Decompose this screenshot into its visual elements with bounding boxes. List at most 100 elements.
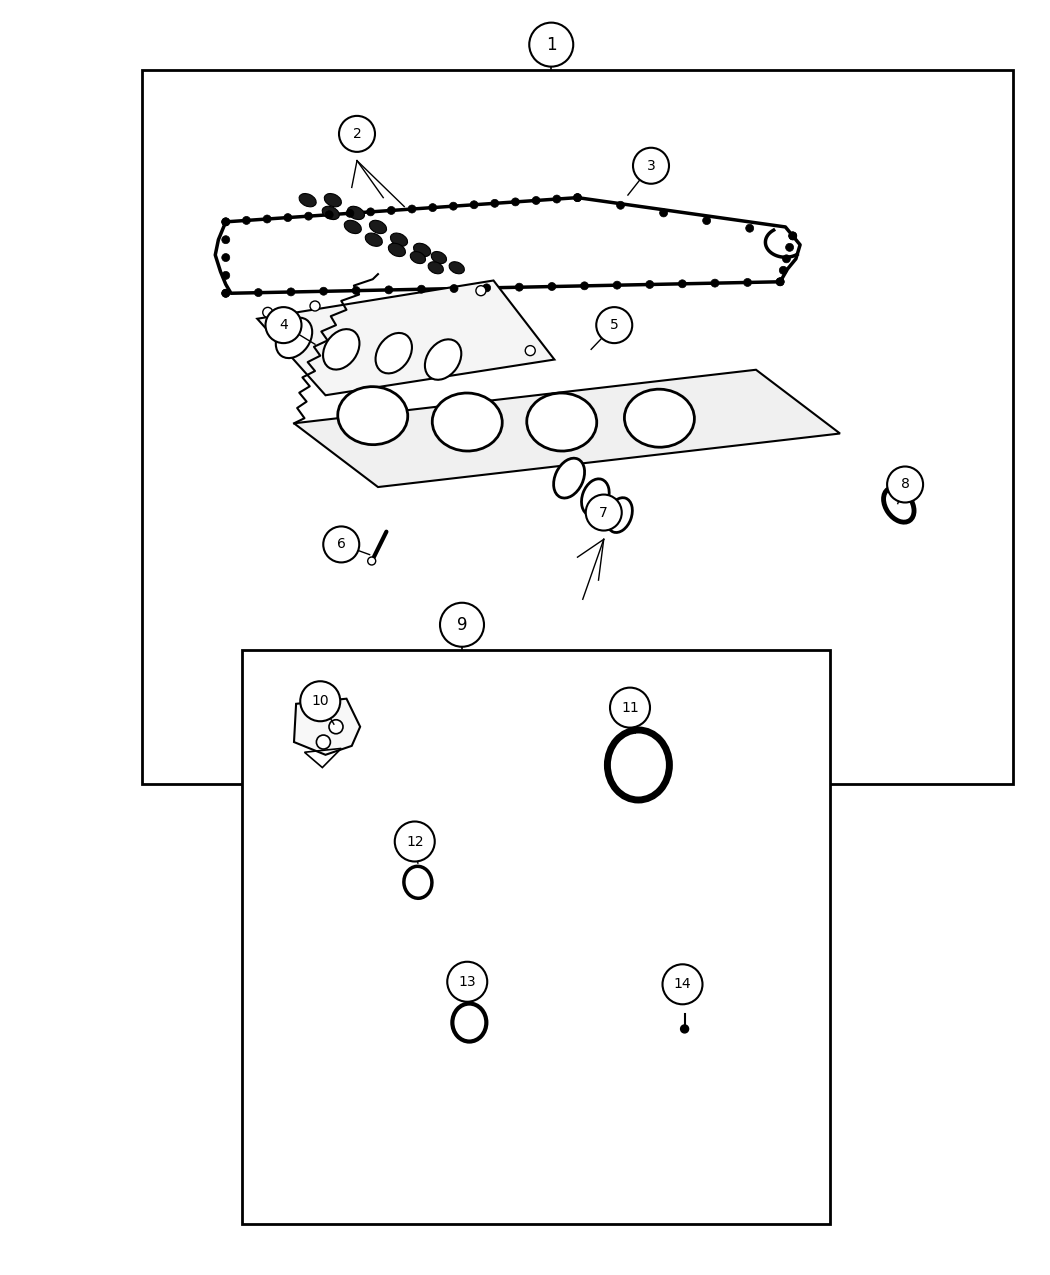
- Circle shape: [776, 278, 784, 286]
- Ellipse shape: [425, 339, 461, 380]
- Circle shape: [262, 307, 273, 317]
- Circle shape: [525, 346, 536, 356]
- Circle shape: [610, 687, 650, 728]
- Circle shape: [663, 964, 702, 1005]
- Circle shape: [254, 288, 262, 297]
- Circle shape: [529, 23, 573, 66]
- Circle shape: [264, 215, 271, 223]
- Text: 4: 4: [279, 319, 288, 332]
- Text: 6: 6: [337, 538, 345, 551]
- Ellipse shape: [348, 207, 364, 219]
- Circle shape: [548, 283, 555, 291]
- Circle shape: [408, 205, 416, 213]
- Ellipse shape: [432, 251, 446, 264]
- Circle shape: [678, 279, 687, 288]
- Circle shape: [300, 681, 340, 722]
- Circle shape: [573, 194, 582, 201]
- Ellipse shape: [607, 497, 632, 533]
- Circle shape: [428, 204, 437, 212]
- Circle shape: [339, 116, 375, 152]
- Circle shape: [319, 287, 328, 296]
- Circle shape: [743, 278, 752, 287]
- Circle shape: [222, 236, 230, 244]
- Circle shape: [345, 209, 354, 217]
- Circle shape: [646, 280, 654, 288]
- Circle shape: [789, 232, 797, 240]
- Ellipse shape: [344, 221, 361, 233]
- Circle shape: [680, 1025, 689, 1033]
- Circle shape: [329, 720, 343, 733]
- Circle shape: [222, 254, 230, 261]
- Text: 14: 14: [674, 978, 691, 991]
- Circle shape: [368, 557, 376, 565]
- Circle shape: [326, 210, 333, 219]
- Ellipse shape: [582, 479, 609, 515]
- Ellipse shape: [410, 872, 426, 892]
- Circle shape: [308, 705, 322, 718]
- Circle shape: [711, 279, 719, 287]
- Circle shape: [511, 198, 520, 205]
- Circle shape: [222, 272, 230, 279]
- Circle shape: [782, 255, 791, 263]
- Circle shape: [613, 282, 622, 289]
- Text: 9: 9: [457, 616, 467, 634]
- Text: 3: 3: [647, 159, 655, 172]
- Circle shape: [532, 196, 540, 204]
- Circle shape: [418, 286, 425, 293]
- Circle shape: [702, 217, 711, 224]
- Circle shape: [483, 284, 490, 292]
- Circle shape: [581, 282, 588, 289]
- Ellipse shape: [414, 244, 430, 256]
- Circle shape: [573, 194, 582, 201]
- Text: 11: 11: [622, 701, 638, 714]
- Bar: [142, 70, 1013, 784]
- Ellipse shape: [625, 389, 694, 448]
- Polygon shape: [294, 370, 840, 487]
- Ellipse shape: [323, 329, 359, 370]
- Circle shape: [222, 289, 230, 297]
- Circle shape: [440, 603, 484, 646]
- Ellipse shape: [391, 233, 407, 246]
- Circle shape: [287, 288, 295, 296]
- Ellipse shape: [411, 251, 425, 264]
- Ellipse shape: [433, 393, 502, 451]
- Circle shape: [490, 199, 499, 208]
- Circle shape: [316, 736, 331, 748]
- Circle shape: [284, 214, 292, 222]
- Circle shape: [616, 201, 625, 209]
- Circle shape: [243, 217, 251, 224]
- Ellipse shape: [615, 738, 662, 792]
- Ellipse shape: [276, 317, 312, 358]
- Circle shape: [552, 195, 561, 203]
- Ellipse shape: [553, 458, 585, 499]
- Circle shape: [887, 467, 923, 502]
- Text: 13: 13: [459, 975, 476, 988]
- Circle shape: [779, 266, 788, 274]
- Ellipse shape: [370, 221, 386, 233]
- Circle shape: [387, 207, 395, 214]
- Circle shape: [222, 218, 230, 226]
- Circle shape: [304, 212, 313, 221]
- Ellipse shape: [388, 244, 405, 256]
- Polygon shape: [257, 280, 554, 395]
- Ellipse shape: [428, 261, 443, 274]
- Ellipse shape: [527, 393, 596, 451]
- Ellipse shape: [365, 233, 382, 246]
- Text: 7: 7: [600, 506, 608, 519]
- Circle shape: [470, 200, 478, 209]
- Circle shape: [447, 961, 487, 1002]
- Circle shape: [395, 821, 435, 862]
- Circle shape: [516, 283, 523, 291]
- Ellipse shape: [299, 194, 316, 207]
- Circle shape: [659, 209, 668, 217]
- Circle shape: [222, 289, 230, 297]
- Ellipse shape: [338, 386, 407, 445]
- Circle shape: [476, 286, 486, 296]
- Ellipse shape: [322, 207, 339, 219]
- Circle shape: [785, 244, 794, 251]
- Text: 5: 5: [610, 319, 618, 332]
- Text: 12: 12: [406, 835, 423, 848]
- Text: 10: 10: [312, 695, 329, 708]
- Ellipse shape: [449, 261, 464, 274]
- Circle shape: [746, 224, 754, 232]
